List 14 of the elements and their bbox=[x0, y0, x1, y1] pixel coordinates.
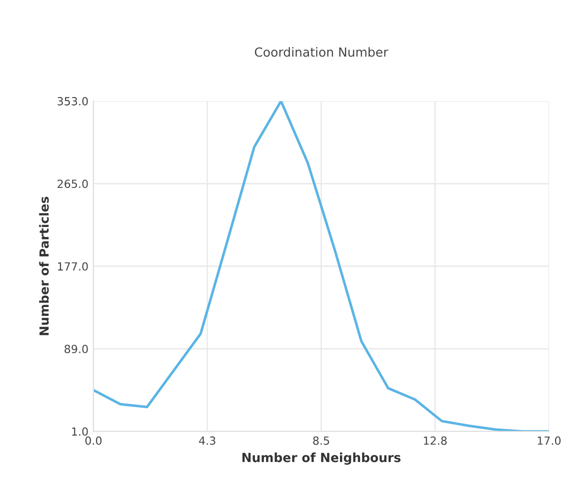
x-tick-label: 0.0 bbox=[85, 436, 102, 445]
y-axis-title: Number of Particles bbox=[39, 196, 49, 336]
x-tick-label: 12.8 bbox=[424, 436, 447, 445]
y-tick-label: 353.0 bbox=[58, 97, 88, 106]
x-tick-label: 4.3 bbox=[199, 436, 216, 445]
y-tick-label: 1.0 bbox=[72, 427, 88, 436]
x-tick-label: 8.5 bbox=[313, 436, 330, 445]
y-tick-label: 89.0 bbox=[64, 344, 88, 354]
x-axis-title: Number of Neighbours bbox=[242, 452, 401, 465]
chart-title: Coordination Number bbox=[254, 47, 388, 57]
y-tick-label: 265.0 bbox=[58, 180, 88, 188]
line-series bbox=[93, 101, 549, 432]
y-tick-label: 177.0 bbox=[58, 262, 88, 271]
x-tick-label: 17.0 bbox=[538, 436, 561, 445]
